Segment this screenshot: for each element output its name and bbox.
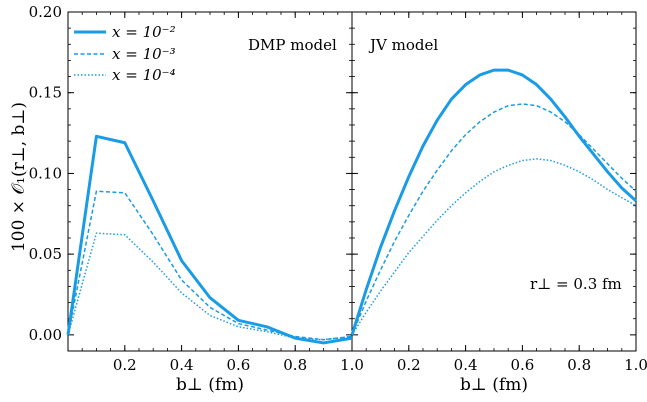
- legend-entry-1: x = 10⁻²: [112, 23, 176, 41]
- x-axis-label: b⊥ (fm): [176, 375, 244, 395]
- ticks-layer: 0.00 0.05 0.10 0.15 0.20 0.2 0.4 0.6 0.8 1.0 b⊥ (f…: [29, 3, 647, 395]
- y-tick-label: 0.15: [29, 84, 62, 102]
- x-tick-label: 0.2: [113, 356, 137, 374]
- panel-frame-dmp: [67, 11, 353, 352]
- panel-label-jv: JV model: [368, 36, 438, 54]
- x-tick-label: 0.6: [226, 356, 250, 374]
- series-layer: [66, 68, 638, 345]
- series-line-solid: [66, 134, 353, 345]
- x-tick-label: 0.4: [454, 356, 478, 374]
- y-axis-label: 100 × 𝒪₁(r⊥, b⊥): [9, 102, 29, 252]
- legend-entry-2: x = 10⁻³: [112, 45, 176, 63]
- panel-frame-jv: [351, 11, 637, 352]
- legend: x = 10⁻² x = 10⁻³ x = 10⁻⁴: [74, 23, 176, 84]
- y-tick-label: 0.20: [29, 3, 62, 21]
- series-line-solid: [350, 68, 638, 336]
- x-tick-label: 1.0: [340, 356, 364, 374]
- x-tick-label: 0.6: [510, 356, 534, 374]
- r-perp-annotation: r⊥ = 0.3 fm: [530, 275, 622, 293]
- x-tick-label: 0.8: [283, 356, 307, 374]
- panel-label-dmp: DMP model: [248, 36, 337, 54]
- x-axis-label: b⊥ (fm): [460, 375, 528, 395]
- series-line-dotted: [351, 158, 637, 336]
- series-line-dashed: [67, 190, 353, 341]
- series-line-dashed: [351, 103, 637, 336]
- x-tick-label: 1.0: [624, 356, 647, 374]
- series-line-dotted: [67, 232, 353, 341]
- x-tick-label: 0.4: [170, 356, 194, 374]
- legend-entry-3: x = 10⁻⁴: [112, 66, 176, 84]
- x-tick-label: 0.2: [397, 356, 421, 374]
- x-tick-label: 0.8: [567, 356, 591, 374]
- y-tick-label: 0.00: [29, 326, 62, 344]
- y-tick-label: 0.10: [29, 164, 62, 182]
- y-tick-label: 0.05: [29, 245, 62, 263]
